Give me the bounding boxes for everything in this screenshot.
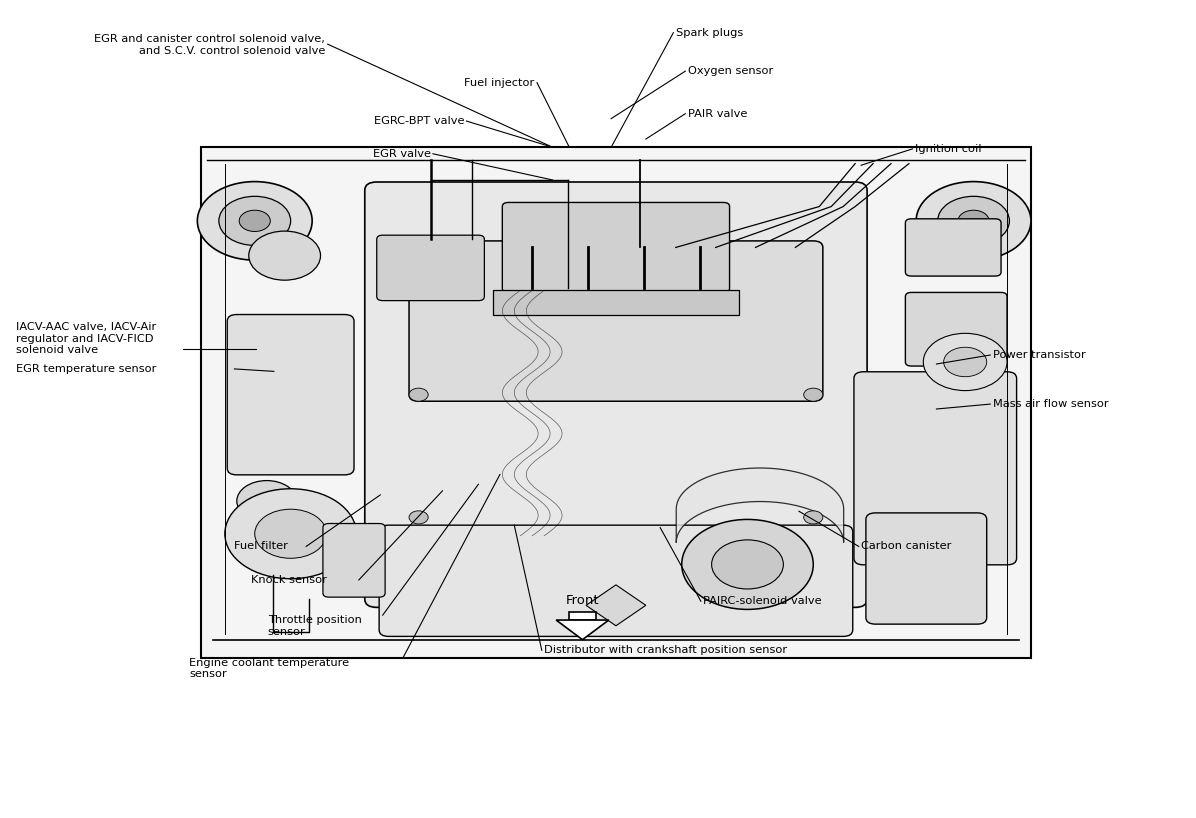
Circle shape (409, 389, 428, 402)
Text: EGR temperature sensor: EGR temperature sensor (16, 364, 155, 374)
Circle shape (255, 509, 327, 559)
Text: Spark plugs: Spark plugs (676, 28, 743, 38)
Text: Distributor with crankshaft position sensor: Distributor with crankshaft position sen… (544, 645, 787, 655)
FancyBboxPatch shape (493, 290, 739, 316)
Text: PAIR valve: PAIR valve (688, 109, 748, 119)
Circle shape (682, 519, 813, 609)
FancyBboxPatch shape (866, 513, 987, 624)
Circle shape (916, 182, 1031, 260)
Circle shape (712, 540, 783, 589)
Circle shape (249, 231, 321, 280)
Text: Knock sensor: Knock sensor (251, 575, 327, 585)
Circle shape (804, 510, 823, 524)
Text: Fuel filter: Fuel filter (234, 542, 288, 551)
Text: EGRC-BPT valve: EGRC-BPT valve (373, 116, 464, 126)
Text: Engine coolant temperature
sensor: Engine coolant temperature sensor (189, 658, 349, 679)
FancyBboxPatch shape (502, 203, 730, 293)
Text: EGR and canister control solenoid valve,
and S.C.V. control solenoid valve: EGR and canister control solenoid valve,… (94, 34, 325, 56)
Circle shape (944, 348, 987, 376)
Text: Carbon canister: Carbon canister (861, 542, 952, 551)
FancyBboxPatch shape (854, 372, 1017, 565)
Circle shape (225, 489, 356, 579)
FancyBboxPatch shape (905, 219, 1001, 276)
Text: Throttle position
sensor: Throttle position sensor (268, 615, 361, 636)
Polygon shape (201, 147, 1031, 658)
Circle shape (197, 182, 312, 260)
FancyBboxPatch shape (409, 240, 823, 402)
Text: IACV-AAC valve, IACV-Air
regulator and IACV-FICD
solenoid valve: IACV-AAC valve, IACV-Air regulator and I… (16, 322, 155, 356)
Circle shape (804, 389, 823, 402)
FancyBboxPatch shape (377, 236, 484, 301)
Circle shape (237, 481, 297, 522)
Text: Power transistor: Power transistor (993, 350, 1086, 360)
FancyBboxPatch shape (905, 293, 1007, 366)
Polygon shape (556, 620, 609, 640)
Text: EGR valve: EGR valve (373, 149, 431, 159)
Text: Fuel injector: Fuel injector (464, 78, 535, 88)
Text: Front: Front (566, 594, 599, 607)
Circle shape (923, 334, 1007, 391)
Polygon shape (569, 612, 596, 620)
Circle shape (219, 196, 291, 245)
Text: Mass air flow sensor: Mass air flow sensor (993, 399, 1109, 409)
Text: Ignition coil: Ignition coil (915, 144, 982, 154)
Circle shape (239, 210, 270, 231)
Circle shape (958, 210, 989, 231)
FancyBboxPatch shape (323, 524, 385, 597)
Circle shape (938, 196, 1009, 245)
FancyBboxPatch shape (227, 315, 354, 474)
Text: PAIRC-solenoid valve: PAIRC-solenoid valve (703, 596, 822, 606)
Polygon shape (586, 585, 646, 626)
Circle shape (409, 510, 428, 524)
Text: Oxygen sensor: Oxygen sensor (688, 66, 773, 76)
FancyBboxPatch shape (379, 525, 853, 636)
FancyBboxPatch shape (365, 182, 867, 607)
